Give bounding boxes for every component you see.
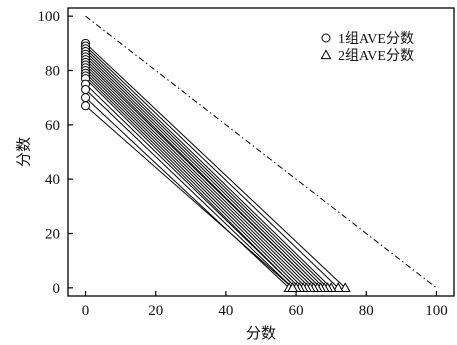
connector-line <box>85 78 297 289</box>
connector-line <box>85 67 311 289</box>
triangle-point <box>339 282 351 293</box>
connector-line <box>85 42 346 289</box>
axes-frame <box>67 7 455 297</box>
triangle-point <box>287 282 299 293</box>
connector-line <box>85 72 304 289</box>
x-tick-label: 60 <box>289 303 304 319</box>
x-axis-title: 分数 <box>246 324 276 342</box>
connector-line <box>85 105 293 289</box>
legend-circle-marker <box>321 33 331 43</box>
connector-line <box>85 53 325 289</box>
circle-point <box>81 93 91 103</box>
connector-line <box>85 83 297 289</box>
y-tick-label: 100 <box>38 9 61 25</box>
y-axis-title: 分数 <box>15 137 33 167</box>
y-tick-label: 20 <box>45 227 60 243</box>
x-tick-label: 20 <box>148 303 163 319</box>
connector-line <box>85 56 322 289</box>
connector-line <box>85 61 318 289</box>
plot-area <box>81 15 437 293</box>
connector-line <box>85 70 307 289</box>
connector-line <box>85 48 332 289</box>
y-tick-label: 0 <box>53 281 61 297</box>
connector-line <box>85 51 329 289</box>
triangle-point <box>332 282 344 293</box>
legend-label: 1组AVE分数 <box>338 31 414 47</box>
connector-line <box>85 97 290 289</box>
x-tick-label: 100 <box>425 303 448 319</box>
y-tick-label: 40 <box>45 172 60 188</box>
connector-line <box>85 45 339 289</box>
connector-line <box>85 89 293 289</box>
circle-point <box>81 85 91 95</box>
y-tick-label: 60 <box>45 118 60 134</box>
circle-point <box>81 101 91 111</box>
x-tick-label: 80 <box>359 303 374 319</box>
y-tick-label: 80 <box>45 63 60 79</box>
legend-triangle-marker <box>320 49 332 60</box>
reference-line <box>85 15 437 289</box>
x-tick-label: 0 <box>82 303 90 319</box>
connector-line <box>85 75 300 289</box>
legend-label: 2组AVE分数 <box>338 48 414 64</box>
x-tick-label: 40 <box>218 303 233 319</box>
connector-line <box>85 64 314 289</box>
